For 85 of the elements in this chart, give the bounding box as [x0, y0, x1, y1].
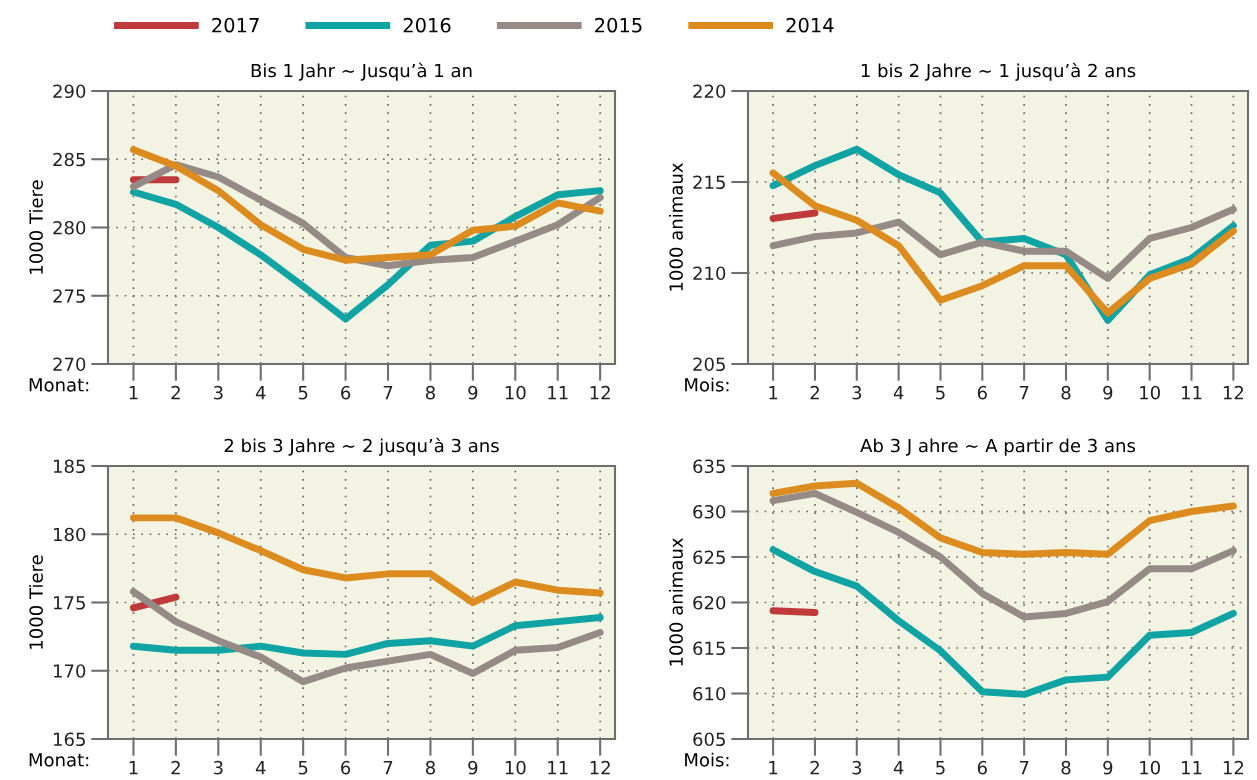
- chart-title: Ab 3 J ahre ~ A partir de 3 ans: [860, 438, 1136, 456]
- y-tick-label: 615: [693, 641, 725, 656]
- x-tick-label: 7: [383, 386, 393, 400]
- y-tick-label: 275: [53, 289, 85, 303]
- x-tick-label: 1: [769, 761, 778, 775]
- x-tick-label: 8: [1061, 760, 1071, 775]
- x-axis-title: Monat:: [29, 378, 89, 392]
- x-tick-label: 11: [548, 386, 568, 400]
- y-axis-title: 1000 Tiere: [28, 555, 43, 649]
- x-tick-label: 2: [810, 385, 819, 400]
- x-tick-label: 2: [171, 760, 180, 775]
- y-tick-label: 285: [53, 152, 85, 167]
- x-tick-label: 7: [1019, 761, 1029, 775]
- y-axis-title: 1000 Tiere: [28, 180, 43, 274]
- x-tick-label: 4: [255, 761, 266, 775]
- x-tick-label: 10: [1140, 760, 1160, 775]
- y-tick-label: 185: [53, 459, 85, 474]
- x-tick-label: 12: [1223, 385, 1244, 400]
- x-tick-label: 1: [129, 761, 138, 775]
- x-tick-label: 5: [936, 386, 945, 400]
- x-tick-label: 9: [468, 385, 478, 400]
- x-tick-label: 9: [1103, 760, 1113, 775]
- y-tick-label: 215: [693, 175, 725, 190]
- x-tick-label: 3: [852, 760, 862, 775]
- x-tick-label: 1: [769, 386, 778, 400]
- x-tick-label: 6: [977, 760, 987, 775]
- x-tick-label: 11: [1182, 386, 1202, 400]
- x-tick-label: 10: [1140, 385, 1160, 400]
- y-tick-label: 180: [53, 527, 86, 542]
- chart-title: 2 bis 3 Jahre ~ 2 jusqu’à 3 ans: [224, 437, 499, 456]
- chart-title: Bis 1 Jahr ~ Jusqu’à 1 an: [251, 62, 472, 81]
- x-tick-label: 6: [341, 760, 351, 775]
- x-tick-label: 4: [893, 386, 904, 400]
- y-tick-label: 620: [693, 595, 726, 610]
- legend-label: 2016: [403, 17, 451, 33]
- x-tick-label: 7: [1019, 386, 1029, 400]
- y-tick-label: 630: [693, 504, 726, 519]
- x-tick-label: 8: [1061, 385, 1071, 400]
- x-tick-label: 9: [1103, 385, 1113, 400]
- y-tick-label: 605: [693, 732, 725, 747]
- y-tick-label: 165: [53, 732, 85, 747]
- x-tick-label: 3: [852, 385, 862, 400]
- y-tick-label: 610: [693, 686, 726, 701]
- x-tick-label: 7: [383, 761, 393, 775]
- legend-label: 2017: [212, 17, 259, 33]
- x-axis-title: Mois:: [685, 377, 729, 392]
- x-tick-label: 1: [129, 386, 138, 400]
- y-tick-label: 290: [53, 84, 86, 99]
- x-tick-label: 2: [810, 760, 819, 775]
- legend-label: 2015: [595, 17, 642, 33]
- x-tick-label: 4: [255, 386, 266, 400]
- x-tick-label: 12: [590, 385, 610, 400]
- y-axis-title: 1000 animaux: [668, 538, 683, 666]
- x-tick-label: 9: [468, 760, 478, 775]
- y-tick-label: 205: [693, 357, 725, 372]
- x-tick-label: 12: [590, 760, 610, 775]
- x-tick-label: 6: [977, 385, 987, 400]
- x-tick-label: 2: [171, 385, 180, 400]
- x-tick-label: 11: [1182, 761, 1202, 775]
- y-tick-label: 270: [53, 357, 86, 372]
- y-tick-label: 280: [53, 220, 86, 235]
- y-axis-title: 1000 animaux: [668, 163, 683, 291]
- x-tick-label: 5: [298, 761, 308, 775]
- x-tick-label: 4: [893, 761, 904, 775]
- x-axis-title: Monat:: [29, 753, 89, 767]
- y-tick-label: 210: [693, 266, 726, 281]
- x-tick-label: 10: [505, 385, 526, 400]
- x-tick-label: 8: [425, 760, 435, 775]
- y-tick-label: 175: [53, 596, 85, 610]
- y-tick-label: 635: [693, 459, 725, 474]
- x-tick-label: 3: [213, 385, 223, 400]
- x-tick-label: 3: [213, 760, 223, 775]
- x-tick-label: 8: [425, 385, 435, 400]
- x-axis-title: Mois:: [685, 752, 729, 767]
- x-tick-label: 5: [298, 386, 308, 400]
- x-tick-label: 11: [548, 761, 568, 775]
- legend-label: 2014: [786, 17, 834, 33]
- y-tick-label: 220: [693, 84, 726, 99]
- y-tick-label: 170: [53, 664, 86, 678]
- y-tick-label: 625: [693, 550, 725, 565]
- chart-title: 1 bis 2 Jahre ~ 1 jusqu’à 2 ans: [861, 62, 1136, 81]
- x-tick-label: 5: [936, 761, 945, 775]
- x-tick-label: 10: [505, 760, 526, 775]
- x-tick-label: 6: [341, 385, 351, 400]
- x-tick-label: 12: [1223, 760, 1244, 775]
